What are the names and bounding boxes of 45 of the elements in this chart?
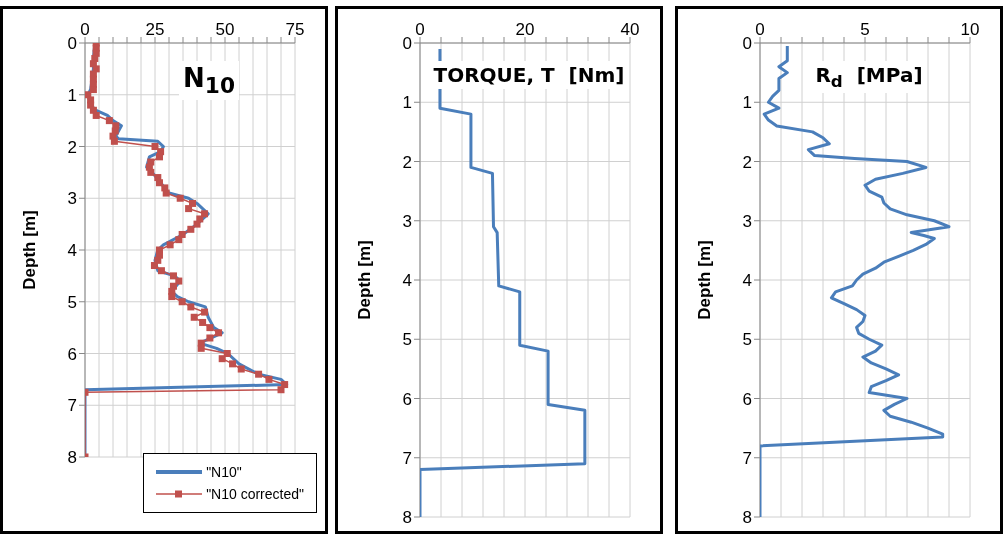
text: TORQUE, T [Nm] [429, 61, 629, 89]
x-tick-label: 20 [515, 20, 535, 39]
y-tick-label: 3 [742, 211, 752, 231]
text: N$_{10}$ [179, 61, 239, 101]
y-tick-label: 1 [742, 93, 752, 113]
y-tick-label: 4 [742, 271, 752, 291]
legend-label: "N10 corrected" [206, 486, 304, 502]
y-tick-label: 5 [402, 330, 412, 350]
y-tick-label: 6 [402, 389, 412, 409]
x-tick-label: 0 [415, 20, 425, 39]
y-tick-label: 8 [67, 448, 77, 468]
x-tick-label: 0 [755, 20, 765, 39]
y-tick-label: 4 [402, 271, 412, 291]
y-tick-label: 5 [67, 292, 77, 312]
y-tick-label: 7 [67, 396, 77, 416]
y-tick-label: 3 [402, 211, 412, 231]
y-tick-label: 4 [67, 241, 77, 261]
y-tick-label: 1 [67, 85, 77, 105]
legend-label: "N10" [206, 464, 242, 480]
y-tick-label: 3 [67, 189, 77, 209]
y-tick-label: 0 [742, 34, 752, 54]
x-tick-label: 25 [145, 20, 165, 39]
y-axis-title: Depth [m] [695, 240, 715, 320]
x-tick-label: 5 [860, 20, 870, 39]
text: R$_{d}$ [MPa] [811, 61, 927, 93]
y-tick-label: 2 [742, 152, 752, 172]
x-tick-label: 10 [960, 20, 980, 39]
y-tick-label: 6 [67, 344, 77, 364]
y-tick-label: 7 [742, 448, 752, 468]
y-axis-title: Depth [m] [355, 240, 375, 320]
x-tick-label: 75 [285, 20, 305, 39]
y-tick-label: 8 [402, 508, 412, 528]
y-tick-label: 2 [402, 152, 412, 172]
y-tick-label: 0 [67, 34, 77, 54]
x-tick-label: 0 [80, 20, 90, 39]
x-tick-label: 40 [620, 20, 640, 39]
x-tick-label: 50 [215, 20, 235, 39]
y-tick-label: 5 [742, 330, 752, 350]
y-tick-label: 7 [402, 448, 412, 468]
y-tick-label: 6 [742, 389, 752, 409]
y-tick-label: 0 [402, 34, 412, 54]
y-tick-label: 8 [742, 508, 752, 528]
y-tick-label: 2 [67, 137, 77, 157]
y-axis-title: Depth [m] [20, 210, 40, 290]
y-tick-label: 1 [402, 93, 412, 113]
